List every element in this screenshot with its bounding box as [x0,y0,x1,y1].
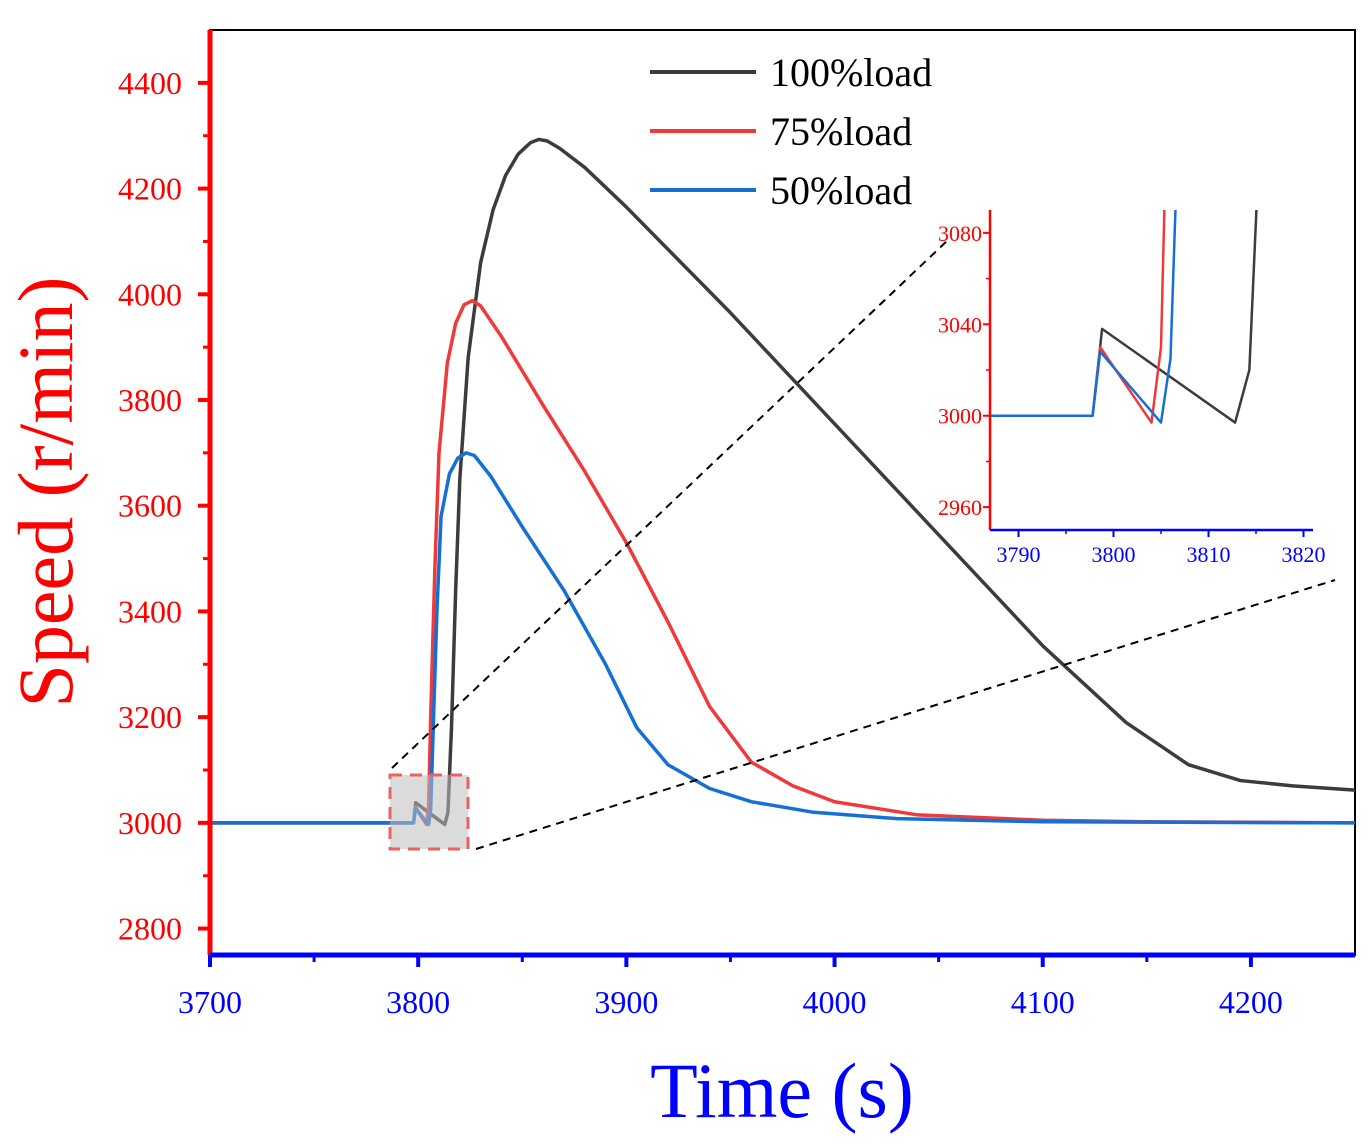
inset-y-tick-label: 3000 [938,404,982,429]
y-axis-ticks: 2800 3000 3200 3400 3600 3800 4000 4200 4400 [118,65,210,947]
legend-label-2: 75%load [770,109,912,154]
y-axis-title: Speed (r/min) [2,276,89,707]
y-tick-label: 3800 [118,382,182,418]
y-tick-label: 4400 [118,65,182,101]
zoom-guide-lower [475,579,1336,850]
legend: 100%load 75%load 50%load [650,50,932,213]
inset-y-tick-label: 2960 [938,495,982,520]
x-tick-label: 4000 [803,984,867,1020]
inset-series-line-2 [990,210,1166,424]
y-tick-label: 4000 [118,276,182,312]
y-tick-label: 4200 [118,171,182,207]
inset-x-tick-label: 3810 [1187,542,1231,567]
y-tick-label: 3200 [118,699,182,735]
inset-y-tick-label: 3080 [938,221,982,246]
zoom-region-box [388,773,470,851]
zoom-guide-upper [391,239,949,769]
inset-x-tick-label: 3820 [1282,542,1326,567]
inset-x-tick-label: 3790 [997,542,1041,567]
x-axis-title: Time (s) [650,1047,914,1134]
series-line-2 [210,298,1356,827]
zoom-guides [388,239,1336,851]
y-tick-label: 3000 [118,805,182,841]
series-line-1 [210,137,1356,827]
x-tick-label: 3800 [386,984,450,1020]
legend-label-1: 100%load [770,50,932,95]
x-tick-label: 3900 [594,984,658,1020]
x-tick-label: 4100 [1011,984,1075,1020]
y-tick-label: 2800 [118,911,182,947]
y-tick-label: 3600 [118,488,182,524]
inset-x-tick-label: 3800 [1092,542,1136,567]
inset-series-line-3 [990,210,1177,424]
inset-plot: 2960 3000 3040 3080 3790 3800 3810 3820 [938,210,1326,567]
legend-label-3: 50%load [770,168,912,213]
inset-series-line-1 [990,210,1258,424]
inset-y-tick-label: 3040 [938,312,982,337]
inset-series-group [990,210,1258,424]
x-tick-label: 4200 [1219,984,1283,1020]
y-tick-label: 3400 [118,593,182,629]
main-series-group [210,137,1356,827]
x-axis-ticks: 3700 3800 3900 4000 4100 4200 [178,955,1283,1020]
series-line-3 [210,451,1356,827]
x-tick-label: 3700 [178,984,242,1020]
